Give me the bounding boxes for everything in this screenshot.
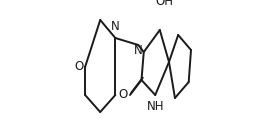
Text: N: N [134,44,142,57]
Text: O: O [119,89,128,101]
Text: N: N [111,20,120,33]
Text: OH: OH [155,0,173,8]
Text: O: O [75,60,84,74]
Text: NH: NH [147,100,164,113]
